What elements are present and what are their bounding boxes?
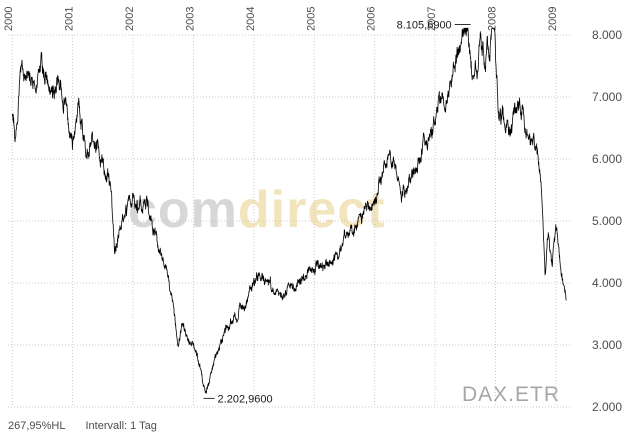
interval-label: Intervall: 1 Tag <box>85 420 157 432</box>
chart-footer: 267,95%HL Intervall: 1 Tag <box>8 420 177 432</box>
x-axis-label: 2005 <box>305 7 317 31</box>
high-annotation-label: 8.105,6900 <box>397 19 452 31</box>
y-axis-label: 7.000 <box>592 90 622 104</box>
annotations: 8.105,6900 2.202,9600 <box>203 19 471 405</box>
y-axis-label: 4.000 <box>592 276 622 290</box>
x-axis-label: 2006 <box>366 7 378 31</box>
x-axis-label: 2003 <box>184 7 196 31</box>
x-axis-labels: 2000 2001 2002 2003 2004 2005 2006 2007 2008 2009 <box>3 7 559 31</box>
y-axis-label: 5.000 <box>592 214 622 228</box>
x-axis-label: 2002 <box>124 7 136 31</box>
y-axis-label: 2.000 <box>592 400 622 414</box>
gridlines <box>8 34 571 408</box>
y-axis-label: 6.000 <box>592 152 622 166</box>
x-axis-label: 2007 <box>426 7 438 31</box>
x-axis-label: 2009 <box>547 7 559 31</box>
x-axis-label: 2000 <box>3 7 15 31</box>
y-axis-label: 8.000 <box>592 28 622 42</box>
low-annotation-label: 2.202,9600 <box>218 393 273 405</box>
range-percent-label: 267,95%HL <box>8 420 66 432</box>
x-axis-label: 2001 <box>64 7 76 31</box>
x-axis-label: 2004 <box>245 7 257 31</box>
x-axis-label: 2008 <box>486 7 498 31</box>
price-line <box>11 27 567 394</box>
y-axis-labels: 2.000 3.000 4.000 5.000 6.000 7.000 8.000 <box>592 28 622 414</box>
y-axis-label: 3.000 <box>592 338 622 352</box>
